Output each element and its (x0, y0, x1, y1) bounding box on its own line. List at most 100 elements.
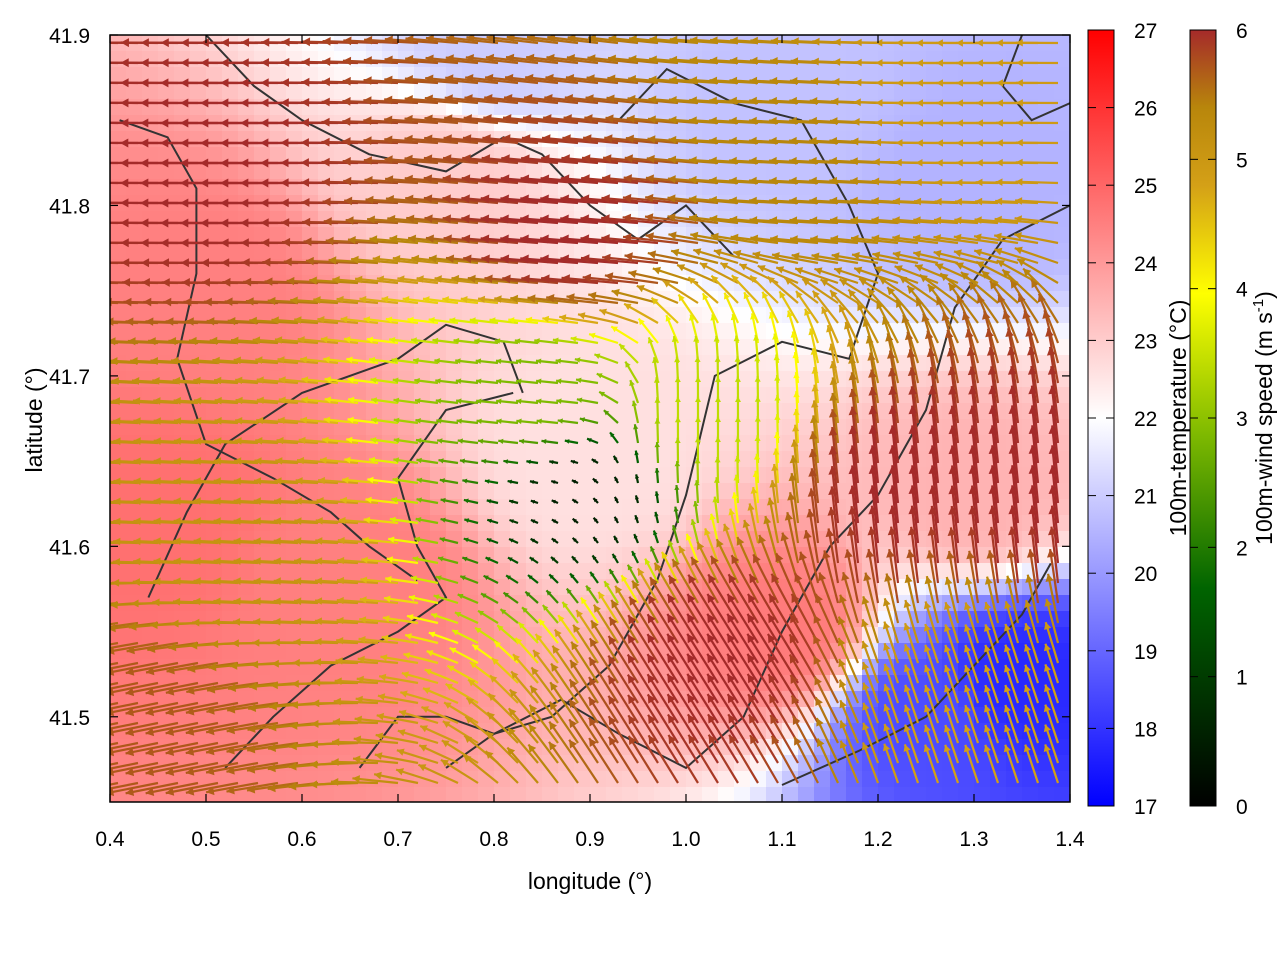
temperature-cell (1038, 67, 1055, 84)
temperature-cell (174, 67, 191, 84)
temperature-cell (1022, 787, 1039, 802)
temperature-cell (734, 195, 751, 212)
temperature-cell (254, 163, 271, 180)
temperature-cell (398, 83, 415, 100)
temperature-cell (238, 611, 255, 628)
temperature-cell (574, 83, 591, 100)
temperature-cell (110, 51, 127, 68)
temperature-cell (302, 467, 319, 484)
temperature-cell (718, 307, 735, 324)
temperature-cell (670, 787, 687, 802)
temperature-cell (558, 531, 575, 548)
temperature-cell (398, 579, 415, 596)
temperature-cell (590, 355, 607, 372)
temperature-cell (766, 403, 783, 420)
temperature-cell (734, 275, 751, 292)
temperature-cell (974, 419, 991, 436)
temperature-cell (174, 243, 191, 260)
temperature-cell (478, 643, 495, 660)
temperature-cell (686, 403, 703, 420)
temperature-cell (990, 131, 1007, 148)
temperature-cell (926, 739, 943, 756)
temperature-cell (110, 467, 127, 484)
temperature-cell (110, 483, 127, 500)
temperature-cell (542, 323, 559, 340)
temperature-cell (686, 611, 703, 628)
temperature-cell (494, 179, 511, 196)
temperature-cell (1006, 131, 1023, 148)
temperature-cell (254, 307, 271, 324)
temperature-cell (702, 627, 719, 644)
temperature-cell (462, 371, 479, 388)
wind-tick-label: 0 (1236, 796, 1248, 819)
temperature-cell (302, 627, 319, 644)
temperature-cell (462, 435, 479, 452)
temperature-cell (894, 147, 911, 164)
temperature-cell (878, 563, 895, 580)
temperature-cell (590, 83, 607, 100)
temperature-cell (574, 579, 591, 596)
temperature-cell (590, 163, 607, 180)
temperature-cell (222, 547, 239, 564)
temperature-cell (1038, 771, 1055, 788)
temperature-cell (110, 291, 127, 308)
x-tick-label: 1.2 (863, 828, 892, 851)
temperature-cell (174, 563, 191, 580)
temperature-cell (638, 723, 655, 740)
temperature-tick-label: 26 (1134, 98, 1157, 121)
temperature-cell (862, 163, 879, 180)
temperature-cell (238, 467, 255, 484)
temperature-cell (270, 227, 287, 244)
temperature-cell (270, 547, 287, 564)
temperature-cell (174, 771, 191, 788)
temperature-cell (798, 371, 815, 388)
temperature-cell (846, 563, 863, 580)
temperature-cell (270, 131, 287, 148)
temperature-cell (1006, 83, 1023, 100)
temperature-cell (1038, 483, 1055, 500)
temperature-cell (510, 435, 527, 452)
temperature-cell (254, 291, 271, 308)
temperature-cell (894, 67, 911, 84)
temperature-cell (798, 83, 815, 100)
temperature-cell (670, 163, 687, 180)
temperature-cell (318, 243, 335, 260)
temperature-cell (814, 67, 831, 84)
temperature-cell (894, 771, 911, 788)
temperature-cell (798, 243, 815, 260)
temperature-cell (190, 467, 207, 484)
temperature-cell (270, 563, 287, 580)
temperature-cell (526, 515, 543, 532)
temperature-cell (574, 339, 591, 356)
temperature-tick-label: 21 (1134, 486, 1157, 509)
temperature-cell (638, 419, 655, 436)
temperature-cell (1054, 115, 1070, 132)
temperature-cell (414, 371, 431, 388)
temperature-cell (446, 371, 463, 388)
temperature-cell (606, 371, 623, 388)
temperature-cell (766, 163, 783, 180)
temperature-cell (798, 291, 815, 308)
temperature-cell (574, 163, 591, 180)
temperature-cell (382, 403, 399, 420)
temperature-cell (846, 163, 863, 180)
plot-area (110, 35, 1070, 802)
temperature-cell (462, 787, 479, 802)
wind-tick-label: 1 (1236, 667, 1248, 690)
temperature-cell (510, 531, 527, 548)
temperature-cell (334, 163, 351, 180)
temperature-cell (1038, 275, 1055, 292)
temperature-cell (1006, 691, 1023, 708)
temperature-cell (670, 483, 687, 500)
temperature-cell (1054, 211, 1070, 228)
temperature-cell (190, 307, 207, 324)
temperature-cell (510, 579, 527, 596)
temperature-cell (734, 675, 751, 692)
temperature-cell (510, 787, 527, 802)
temperature-cell (126, 227, 143, 244)
temperature-cell (350, 163, 367, 180)
temperature-cell (910, 723, 927, 740)
temperature-cell (942, 67, 959, 84)
temperature-cell (318, 83, 335, 100)
temperature-cell (1022, 755, 1039, 772)
